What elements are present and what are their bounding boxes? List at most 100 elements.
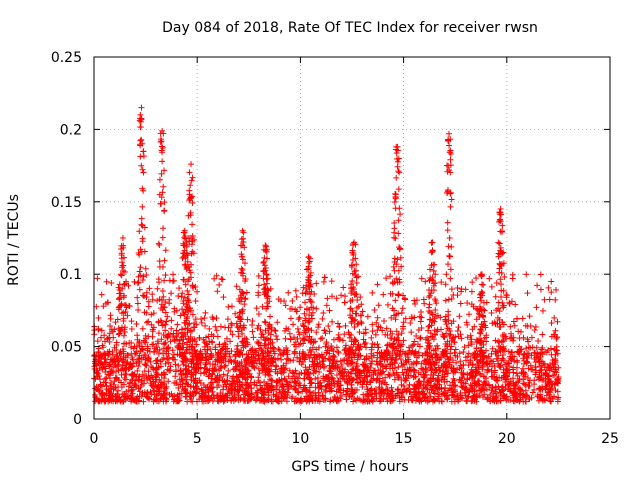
data-point [257, 386, 264, 393]
data-point [349, 315, 356, 322]
data-point [275, 296, 282, 303]
data-point [416, 313, 423, 320]
data-point [101, 356, 108, 363]
data-point [215, 350, 222, 357]
data-point [140, 292, 147, 299]
data-point [480, 306, 487, 313]
data-point [515, 378, 522, 385]
data-point [326, 356, 333, 363]
x-tick-label: 10 [291, 431, 309, 447]
data-point [189, 238, 196, 245]
data-point [111, 356, 118, 363]
data-point [369, 328, 376, 335]
data-point [324, 347, 331, 354]
data-point [222, 362, 229, 369]
data-point [528, 334, 535, 341]
data-point [355, 303, 362, 310]
data-point [225, 303, 232, 310]
data-point [471, 379, 478, 386]
data-point [239, 330, 246, 337]
data-point [396, 245, 403, 252]
data-point [134, 336, 141, 343]
data-point [155, 319, 162, 326]
data-point [368, 360, 375, 367]
data-point [400, 337, 407, 344]
data-point [192, 375, 199, 382]
data-point [366, 369, 373, 376]
data-point [488, 283, 495, 290]
data-point [164, 366, 171, 373]
data-point [389, 388, 396, 395]
data-point [441, 361, 448, 368]
data-point [369, 397, 376, 404]
data-point [237, 242, 244, 249]
data-point [554, 350, 561, 357]
data-point [241, 260, 248, 267]
data-point [189, 221, 196, 228]
data-point [445, 356, 452, 363]
data-point [337, 370, 344, 377]
data-point [446, 142, 453, 149]
data-point [349, 359, 356, 366]
data-point [416, 343, 423, 350]
data-point [215, 349, 222, 356]
data-point [477, 294, 484, 301]
data-point [135, 273, 142, 280]
data-point [413, 359, 420, 366]
data-point [114, 363, 121, 370]
data-point [399, 305, 406, 312]
data-point [532, 359, 539, 366]
grid-lines [94, 57, 610, 419]
data-point [525, 383, 532, 390]
data-point [347, 305, 354, 312]
data-point [103, 382, 110, 389]
data-point [158, 200, 165, 207]
data-point [140, 169, 147, 176]
data-point [114, 352, 121, 359]
data-point [162, 360, 169, 367]
data-point [457, 358, 464, 365]
data-point [129, 396, 136, 403]
data-point [115, 396, 122, 403]
data-point [126, 302, 133, 309]
data-point [507, 323, 514, 330]
data-point [399, 323, 406, 330]
data-point [393, 345, 400, 352]
data-point [512, 301, 519, 308]
data-point [188, 360, 195, 367]
data-point [378, 380, 385, 387]
data-point [170, 330, 177, 337]
data-point [531, 355, 538, 362]
data-point [433, 313, 440, 320]
data-point [413, 360, 420, 367]
data-point [120, 254, 127, 261]
data-point [444, 188, 451, 195]
data-point [159, 149, 166, 156]
data-point [338, 361, 345, 368]
data-point [345, 350, 352, 357]
data-point [496, 260, 503, 267]
data-point [244, 341, 251, 348]
data-point [337, 358, 344, 365]
data-point [181, 386, 188, 393]
data-point [407, 372, 414, 379]
data-point [395, 230, 402, 237]
data-point [246, 356, 253, 363]
data-point [428, 249, 435, 256]
data-point [450, 365, 457, 372]
data-point [352, 337, 359, 344]
data-point [439, 374, 446, 381]
data-point [174, 343, 181, 350]
data-point [494, 314, 501, 321]
data-point [272, 366, 279, 373]
data-point [141, 309, 148, 316]
data-point [346, 345, 353, 352]
data-point [537, 286, 544, 293]
data-point [340, 284, 347, 291]
data-point [103, 278, 110, 285]
data-point [446, 130, 453, 137]
data-point [292, 370, 299, 377]
data-point [300, 335, 307, 342]
data-point [497, 247, 504, 254]
data-point [469, 383, 476, 390]
